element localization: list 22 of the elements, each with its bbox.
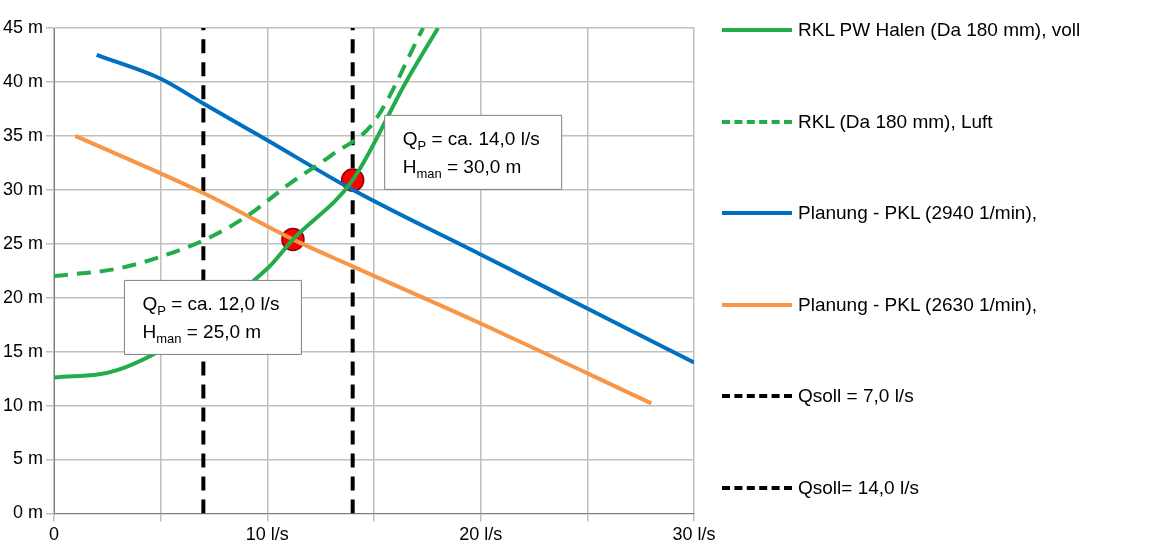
legend-label: Qsoll = 7,0 l/s (798, 384, 914, 407)
line-series (73, 133, 654, 406)
y-tick-label: 20 m (2, 286, 44, 307)
x-tick-label: 20 l/s (459, 524, 503, 545)
legend-label: Planung - PKL (2630 1/min), (798, 292, 1038, 316)
legend-label: Qsoll= 14,0 l/s (798, 475, 919, 499)
y-tick-label: 0 m (13, 502, 44, 523)
y-tick-label: 40 m (2, 70, 44, 91)
y-tick-label: 25 m (2, 232, 44, 253)
line-series (94, 52, 694, 365)
x-tick-label: 10 l/s (245, 524, 289, 545)
y-tick-label: 10 m (2, 394, 44, 415)
x-tick-label: 30 l/s (672, 524, 716, 545)
legend-label: RKL PW Halen (Da 180 mm), voll (798, 18, 1081, 41)
y-tick-label: 5 m (13, 448, 44, 469)
y-tick-label: 15 m (2, 340, 44, 361)
y-tick-label: 35 m (2, 124, 44, 145)
legend-label: RKL (Da 180 mm), Luft (798, 109, 993, 133)
legend-label: Planung - PKL (2940 1/min), (798, 201, 1038, 224)
x-tick-label: 0 (49, 524, 60, 545)
y-tick-label: 30 m (2, 178, 44, 199)
y-tick-label: 45 m (2, 16, 44, 37)
